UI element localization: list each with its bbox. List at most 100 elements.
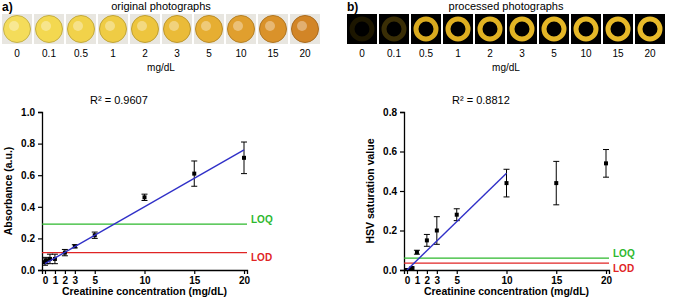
- photo-background: [226, 14, 256, 44]
- error-bar-cap: [52, 254, 58, 255]
- error-bar: [142, 194, 148, 200]
- point: [415, 250, 419, 254]
- y-tick-label: 0.6: [21, 170, 35, 181]
- photo-background: [2, 14, 32, 44]
- error-bar-cap: [52, 263, 58, 264]
- error-bar-cap: [241, 142, 247, 143]
- x-axis: 01235101520: [405, 270, 613, 286]
- x-tick: 3: [435, 270, 441, 286]
- panel-label: b): [347, 0, 358, 14]
- y-tick-label: 0.2: [383, 225, 397, 236]
- error-bar-cap: [504, 169, 510, 170]
- fit-line: [45, 150, 244, 264]
- x-tick: 1: [415, 270, 421, 286]
- x-tick: 15: [189, 270, 201, 286]
- x-tick: 2: [63, 270, 69, 286]
- x-tick: 15: [551, 270, 563, 286]
- y-tick-label: 0.4: [21, 202, 35, 213]
- error-bar-cap: [62, 255, 68, 256]
- photo-label: 1: [455, 48, 461, 59]
- photo-label: 0.1: [42, 48, 56, 59]
- photo-highlight: [9, 21, 19, 31]
- error-bar: [191, 161, 197, 186]
- photo: [164, 16, 191, 43]
- y-tick: 0.6: [21, 170, 42, 181]
- photos-title: original photographs: [111, 0, 211, 12]
- error-bar-cap: [62, 249, 68, 250]
- photo-label: 2: [142, 48, 148, 59]
- reference-label: LOD: [251, 252, 272, 263]
- photo-background: [475, 14, 505, 44]
- photo: [480, 19, 500, 39]
- photo-label: 10: [235, 48, 247, 59]
- x-axis-title: Creatinine concentration (mg/dL): [62, 285, 227, 297]
- y-tick-label: 0.8: [383, 107, 397, 118]
- error-bar: [414, 250, 420, 254]
- photo-label: 5: [206, 48, 212, 59]
- point: [425, 238, 429, 242]
- y-tick-label: 0.0: [21, 265, 35, 276]
- y-tick-mark: [38, 144, 42, 145]
- x-tick-mark: [65, 270, 66, 274]
- photos: 00.10.51235101520: [347, 14, 665, 59]
- y-tick: 0.2: [383, 225, 404, 236]
- y-tick: 0.0: [21, 265, 42, 276]
- y-axis: 0.00.20.40.60.8: [383, 107, 404, 276]
- photo-highlight: [169, 21, 179, 31]
- plot-area: [42, 142, 247, 265]
- photo: [132, 16, 159, 43]
- error-bar-cap: [142, 200, 148, 201]
- photo-label: 20: [644, 48, 656, 59]
- error-bar-cap: [92, 238, 98, 239]
- y-axis: 0.00.20.40.60.81.0: [21, 107, 42, 276]
- photo: [228, 16, 255, 43]
- y-tick-mark: [400, 191, 404, 192]
- x-tick-mark: [194, 270, 195, 274]
- photo-label: 20: [299, 48, 311, 59]
- photo-background: [411, 14, 441, 44]
- photo: [196, 16, 223, 43]
- reference-label: LOQ: [251, 214, 273, 225]
- point: [455, 213, 459, 217]
- photo-highlight: [297, 21, 307, 31]
- x-axis-line: [43, 271, 248, 275]
- photo: [36, 16, 63, 43]
- x-tick: 2: [425, 270, 431, 286]
- y-tick: 0.8: [383, 107, 404, 118]
- error-bar-cap: [424, 246, 430, 247]
- y-tick: 0.8: [21, 138, 42, 149]
- error-bar-cap: [454, 208, 460, 209]
- error-bar-cap: [241, 173, 247, 174]
- error-bar-cap: [553, 161, 559, 162]
- x-tick: 0: [405, 270, 411, 286]
- photo: [68, 16, 95, 43]
- photo: [416, 19, 436, 39]
- x-tick-label: 1: [415, 275, 421, 286]
- photo-background: [571, 14, 601, 44]
- error-bar-cap: [42, 265, 48, 266]
- y-tick-label: 0.2: [21, 233, 35, 244]
- photo-label: 0.5: [419, 48, 433, 59]
- error-bar: [603, 150, 609, 178]
- error-bar-cap: [504, 196, 510, 197]
- photo-highlight: [137, 21, 147, 31]
- y-tick: 0.2: [21, 233, 42, 244]
- y-tick-label: 0.4: [383, 186, 397, 197]
- photo: [292, 16, 319, 43]
- photo: [384, 19, 404, 39]
- point: [505, 181, 509, 185]
- photo-background: [130, 14, 160, 44]
- figure: a)original photographs00.10.51235101520m…: [0, 0, 685, 300]
- error-bar-cap: [142, 194, 148, 195]
- photos: 00.10.51235101520: [2, 14, 320, 59]
- plot-area: [404, 150, 609, 270]
- photo-background: [34, 14, 64, 44]
- reference-label: LOQ: [613, 248, 635, 259]
- error-bar-cap: [603, 149, 609, 150]
- panel: a)original photographs00.10.51235101520m…: [2, 0, 320, 297]
- y-tick: 0.6: [383, 146, 404, 157]
- photos-title: processed photographs: [449, 0, 564, 12]
- x-tick-mark: [427, 270, 428, 274]
- point: [143, 195, 147, 199]
- photo-background: [507, 14, 537, 44]
